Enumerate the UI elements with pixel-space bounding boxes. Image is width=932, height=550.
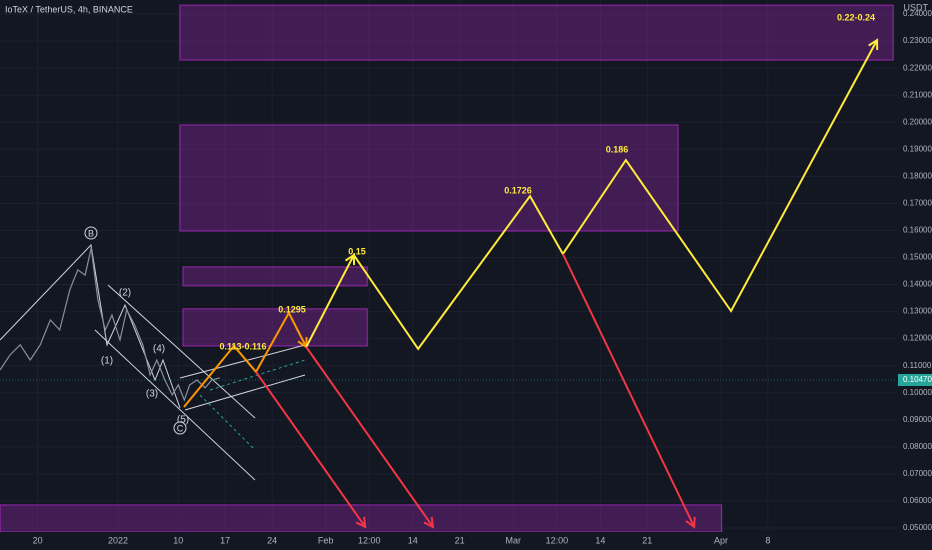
x-tick-label: 14 [408,535,418,545]
arrowhead [868,38,879,51]
x-tick-label: 8 [765,535,770,545]
arrowhead [423,516,435,529]
series-line [0,247,220,402]
y-tick-label: 0.14000 [903,280,932,289]
y-tick-label: 0.11000 [903,361,932,370]
x-tick-label: 21 [455,535,465,545]
series-line [305,39,878,351]
x-tick-label: Mar [506,535,522,545]
wave-zigzag [0,243,181,409]
chart-title: IoTeX / TetherUS, 4h, BINANCE [5,4,133,14]
wave-circle [173,421,187,435]
y-tick-label: 0.24000 [903,9,932,18]
wave-label: (3) [146,389,158,400]
series-line [255,371,367,528]
zone [182,308,368,347]
x-tick-label: 12:00 [546,535,569,545]
annotation: 0.15 [348,246,366,256]
y-tick-label: 0.08000 [903,442,932,451]
wave-label: (5) [177,415,189,426]
y-tick-label: 0.20000 [903,117,932,126]
arrowhead [685,516,696,529]
x-tick-label: Feb [318,535,334,545]
channel-line [184,374,306,411]
y-tick-label: 0.10000 [903,388,932,397]
last-price-box [898,374,932,386]
last-price-label: 0.10470 [903,375,932,384]
y-axis-label: USDT [904,2,929,12]
channel-line [94,329,256,481]
x-tick-label: 20 [33,535,43,545]
channel-line [107,284,256,419]
series-line [305,346,434,528]
y-tick-label: 0.23000 [903,36,932,45]
zone [182,266,368,287]
y-tick-label: 0.19000 [903,144,932,153]
annotation: 0.1726 [504,185,532,195]
price-axis [897,0,932,550]
annotation: 0.186 [606,144,629,154]
y-tick-label: 0.13000 [903,307,932,316]
x-axis [0,532,932,550]
y-tick-label: 0.22000 [903,63,932,72]
y-tick-label: 0.06000 [903,496,932,505]
y-tick-label: 0.21000 [903,90,932,99]
zone [179,124,679,232]
y-tick-label: 0.07000 [903,469,932,478]
x-tick-label: Apr [714,535,728,545]
wave-label: (2) [119,288,131,299]
x-tick-label: 21 [642,535,652,545]
x-tick-label: 17 [220,535,230,545]
annotation: 0.1295 [278,304,306,314]
y-tick-label: 0.09000 [903,415,932,424]
zone [179,4,894,61]
y-tick-label: 0.15000 [903,253,932,262]
x-tick-label: 12:00 [358,535,381,545]
wave-label: B [88,228,94,238]
wave-label: C [177,423,184,433]
y-tick-label: 0.16000 [903,226,932,235]
channel-line [179,344,306,379]
series-line [561,253,696,528]
x-tick-label: 14 [595,535,605,545]
annotation: 0.113-0.116 [219,341,266,351]
arrowhead [355,516,367,529]
wave-circle [84,226,98,240]
x-tick-label: 24 [267,535,277,545]
wave-label: (4) [153,344,165,355]
y-tick-label: 0.17000 [903,198,932,207]
y-tick-label: 0.05000 [903,523,932,532]
x-tick-label: 10 [173,535,183,545]
dashed-line [199,394,256,451]
y-tick-label: 0.12000 [903,334,932,343]
wave-label: (1) [101,356,113,367]
x-tick-label: 2022 [108,535,128,545]
y-tick-label: 0.18000 [903,171,932,180]
arrowhead [344,253,356,266]
zone [0,504,723,533]
annotation: 0.22-0.24 [837,12,875,22]
